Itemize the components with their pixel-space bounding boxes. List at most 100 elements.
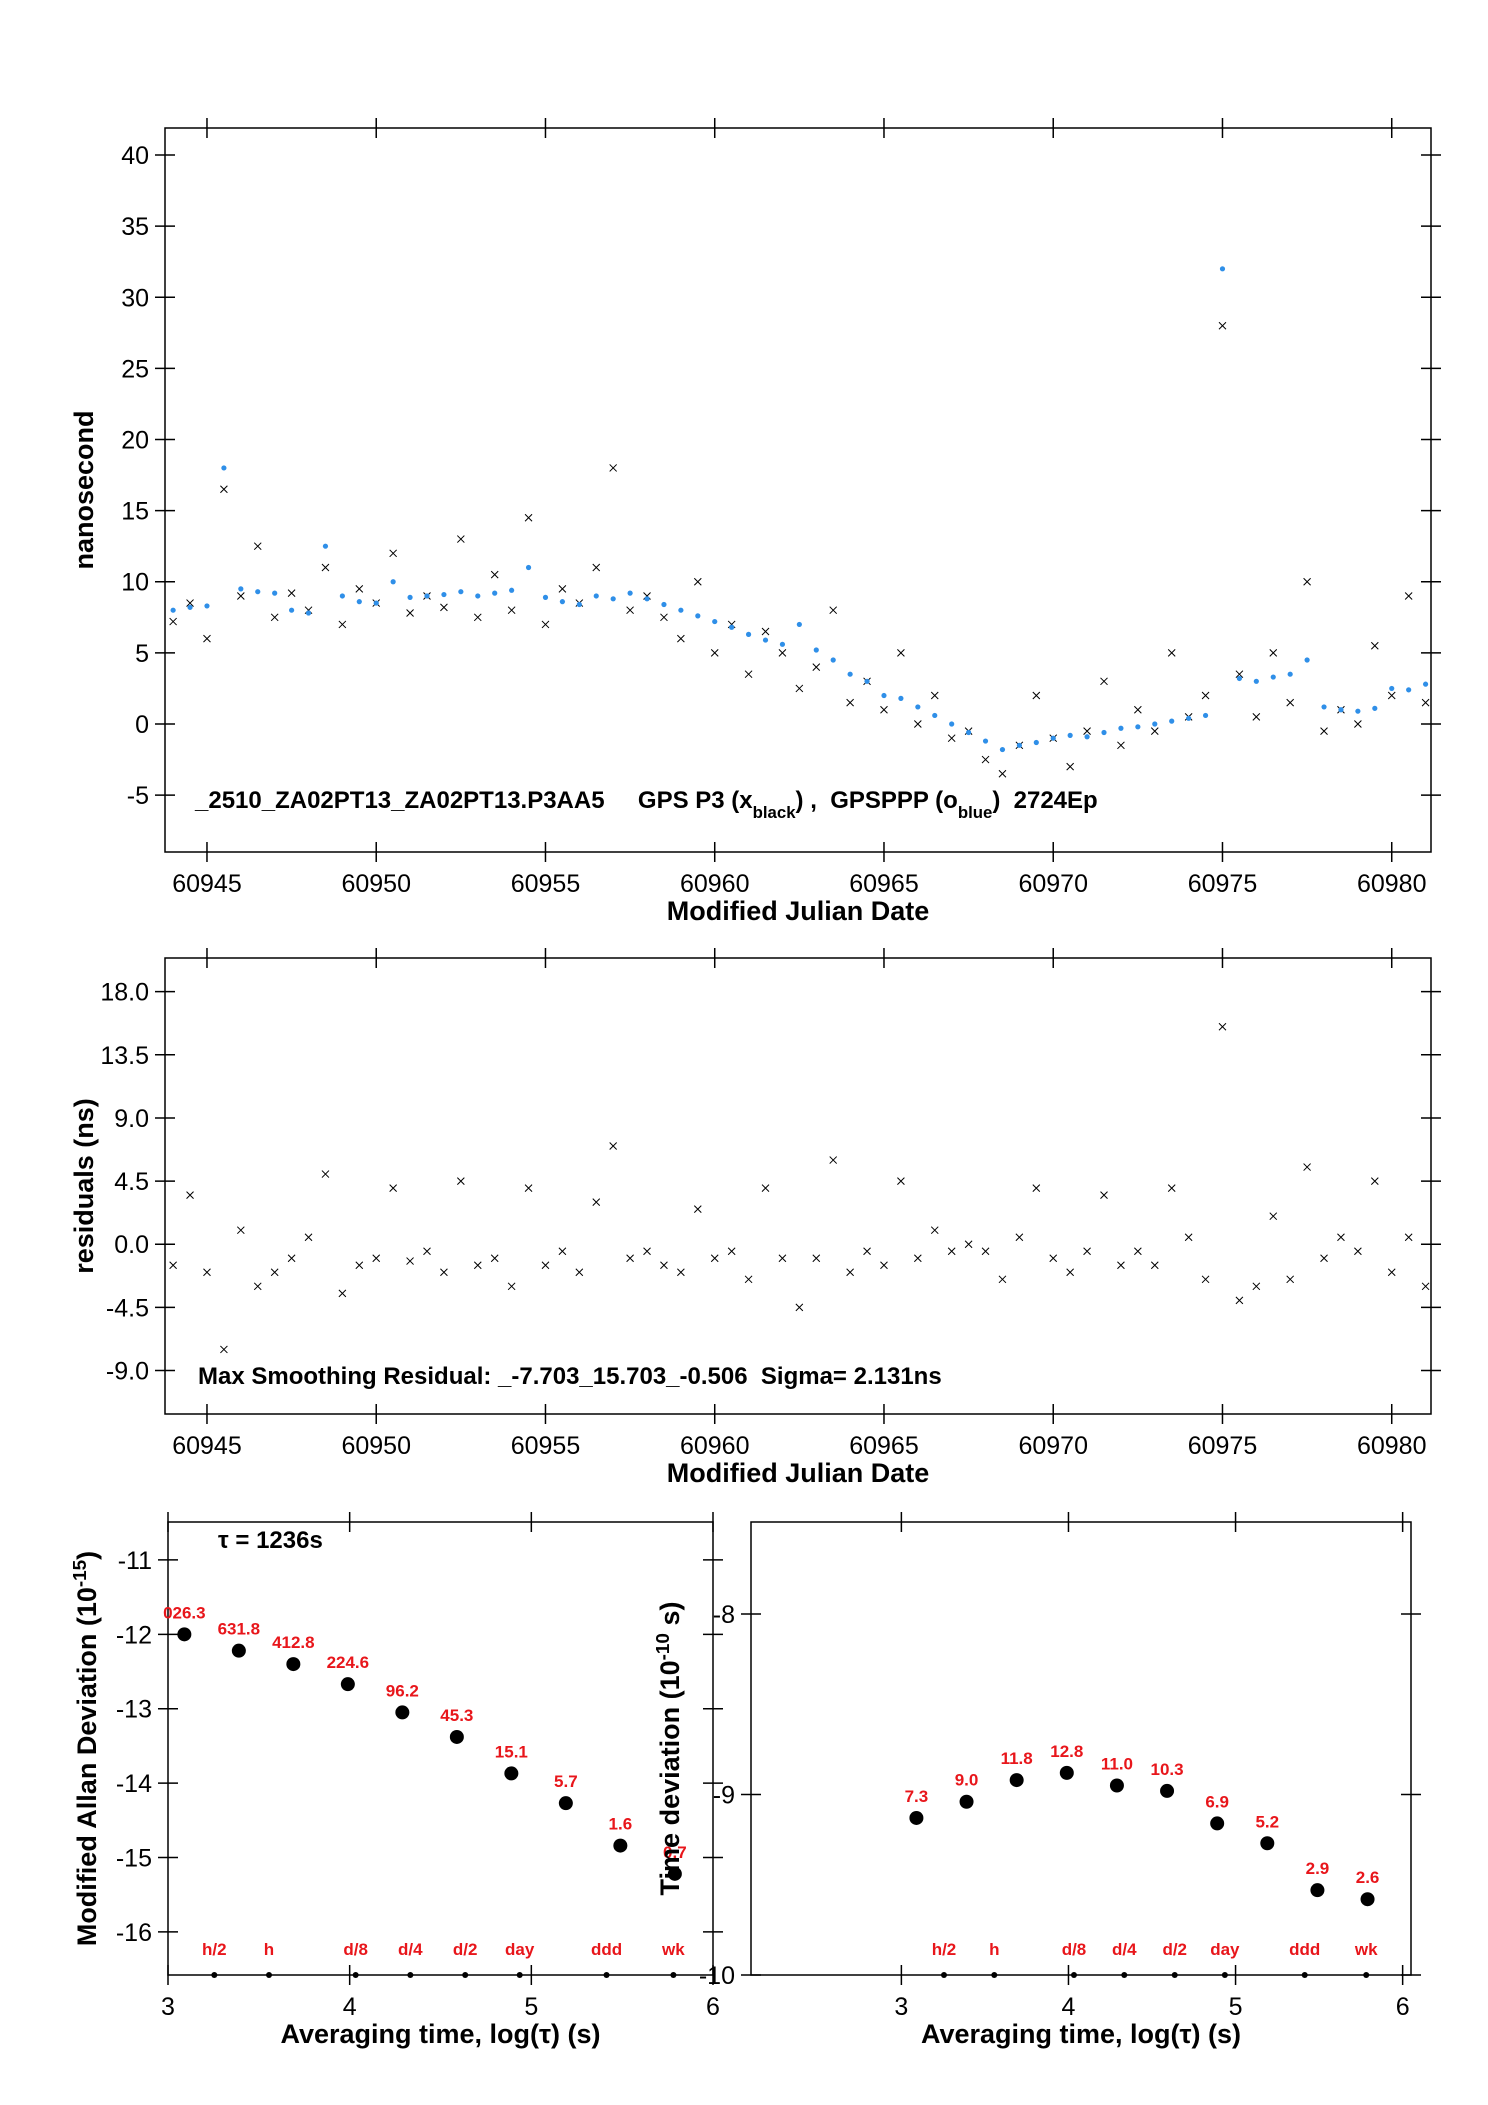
- x-tick-label: 60945: [172, 1432, 242, 1460]
- reference-label: day: [1210, 1940, 1240, 1959]
- y-axis-title-part: s): [655, 1602, 685, 1634]
- dot-marker: [762, 637, 769, 643]
- dot-marker: [509, 587, 515, 593]
- x-axis-title: Averaging time, log(τ) (s): [921, 2019, 1241, 2049]
- x-marker: [203, 634, 211, 643]
- x-marker: [1134, 1247, 1142, 1256]
- y-tick-label: 9.0: [114, 1105, 149, 1133]
- reference-label: wk: [661, 1940, 685, 1959]
- dot-marker: [644, 596, 650, 602]
- x-marker: [1421, 1282, 1430, 1291]
- point-label: 631.8: [218, 1620, 261, 1639]
- point-label: 026.3: [163, 1603, 206, 1622]
- dot-marker: [424, 593, 430, 599]
- point-label: 10.3: [1151, 1760, 1184, 1779]
- y-axis-title-part: Modified Allan Deviation (10: [72, 1587, 102, 1946]
- x-marker: [660, 1261, 668, 1270]
- dot-marker: [1152, 721, 1158, 727]
- dot-marker: [881, 692, 887, 699]
- point-label: 9.0: [955, 1771, 979, 1790]
- x-tick-label: 60950: [341, 1432, 411, 1460]
- x-marker: [1269, 649, 1278, 657]
- x-marker: [490, 1254, 499, 1263]
- y-axis-title-part: residuals (ns): [69, 1098, 99, 1274]
- dot-marker: [407, 594, 413, 600]
- dot-marker: [458, 589, 464, 595]
- x-marker: [1337, 1233, 1345, 1242]
- dot-marker: [1084, 734, 1090, 740]
- annotation-part: blue: [958, 803, 993, 822]
- x-marker: [761, 1184, 770, 1192]
- dot-marker: [1355, 708, 1361, 714]
- annotation-part: τ = 1236s: [218, 1527, 323, 1554]
- dot-marker: [830, 657, 836, 663]
- point-label: 412.8: [272, 1633, 315, 1652]
- dot-marker: [1186, 715, 1192, 721]
- reference-label: h/2: [202, 1940, 227, 1959]
- x-tick-label: 60965: [849, 1432, 919, 1460]
- x-marker: [643, 1247, 651, 1256]
- annotation-part: black: [753, 803, 797, 822]
- dot-marker: [356, 599, 362, 605]
- y-tick-label: -10: [699, 1962, 735, 1990]
- x-marker: [964, 1240, 973, 1249]
- x-marker: [473, 1261, 482, 1270]
- x-marker: [930, 1226, 939, 1235]
- x-marker: [541, 620, 550, 629]
- reference-label: ddd: [1289, 1940, 1320, 1959]
- x-marker: [1404, 1233, 1413, 1242]
- x-marker: [863, 1247, 871, 1256]
- reference-mark: [407, 1972, 414, 1978]
- x-marker: [998, 1275, 1007, 1284]
- dot-marker: [729, 624, 735, 630]
- y-tick-label: -12: [116, 1621, 152, 1649]
- x-marker: [372, 1254, 381, 1263]
- reference-label: h: [989, 1940, 999, 1959]
- dot-marker: [204, 603, 210, 609]
- dot-marker: [390, 579, 396, 585]
- x-tick-label: 60980: [1357, 1432, 1427, 1460]
- y-tick-label: 30: [121, 284, 149, 312]
- dot-marker: [1236, 675, 1243, 682]
- x-marker: [778, 1254, 787, 1263]
- x-marker: [1387, 1268, 1396, 1277]
- x-marker: [304, 1233, 313, 1242]
- x-marker: [338, 1289, 347, 1298]
- x-marker: [355, 1261, 364, 1270]
- dot-marker: [1118, 725, 1124, 731]
- x-marker: [1252, 1282, 1261, 1291]
- dot-marker: [221, 465, 227, 471]
- dot-marker: [1321, 704, 1327, 710]
- x-tick-label: 5: [1229, 1993, 1243, 2021]
- x-marker: [1066, 762, 1075, 771]
- x-marker: [1269, 1212, 1278, 1221]
- dot-marker: [678, 607, 684, 613]
- reference-label: wk: [1354, 1940, 1378, 1959]
- x-marker: [626, 606, 634, 615]
- x-marker: [389, 549, 398, 558]
- dot-marker: [1406, 687, 1412, 693]
- reference-label: day: [505, 1940, 535, 1959]
- dot-marker: [1270, 674, 1276, 680]
- reference-mark: [462, 1972, 469, 1978]
- x-tick-label: 60960: [680, 870, 750, 898]
- x-marker: [1015, 1233, 1024, 1242]
- deviation-point: [449, 1729, 464, 1744]
- plot-frame: [167, 1521, 714, 1976]
- dot-marker: [779, 641, 786, 647]
- y-tick-label: -14: [116, 1770, 152, 1798]
- y-axis-title: residuals (ns): [69, 1098, 99, 1274]
- x-marker: [1150, 727, 1159, 735]
- point-label: 2.9: [1306, 1859, 1330, 1878]
- reference-mark: [266, 1972, 273, 1978]
- x-marker: [693, 1205, 702, 1214]
- x-marker: [236, 1226, 245, 1235]
- deviation-point: [1310, 1883, 1325, 1898]
- point-label: 12.8: [1050, 1742, 1083, 1761]
- point-label: 15.1: [495, 1742, 528, 1761]
- annotation-part: ) 2724Ep: [992, 787, 1097, 814]
- reference-label: d/2: [453, 1940, 478, 1959]
- x-marker: [880, 1261, 888, 1270]
- deviation-point: [909, 1810, 924, 1825]
